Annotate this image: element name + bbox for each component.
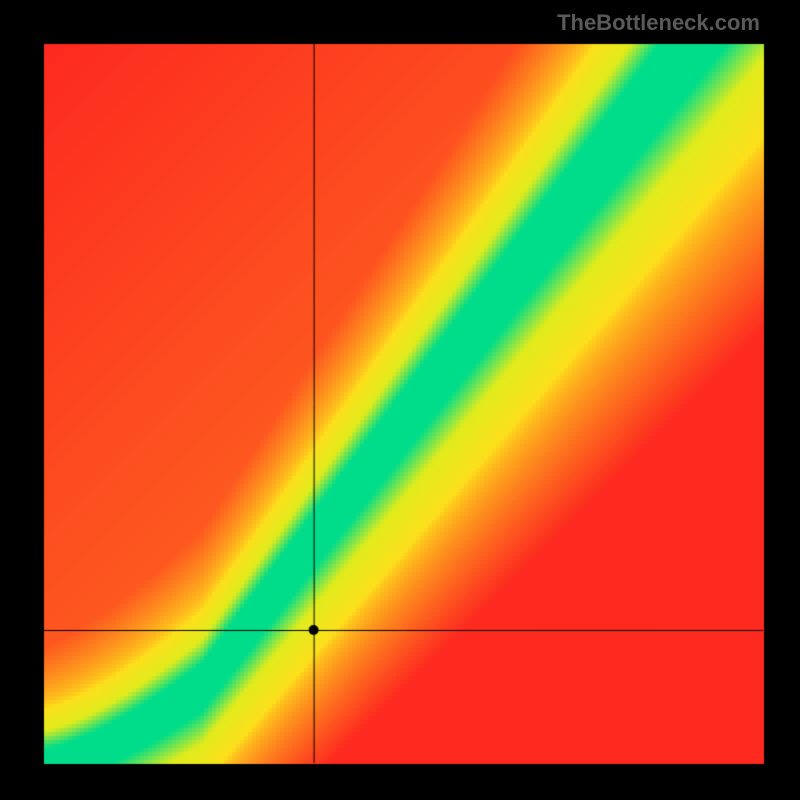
watermark-text: TheBottleneck.com — [557, 10, 760, 36]
chart-container: TheBottleneck.com — [0, 0, 800, 800]
bottleneck-heatmap — [0, 0, 800, 800]
